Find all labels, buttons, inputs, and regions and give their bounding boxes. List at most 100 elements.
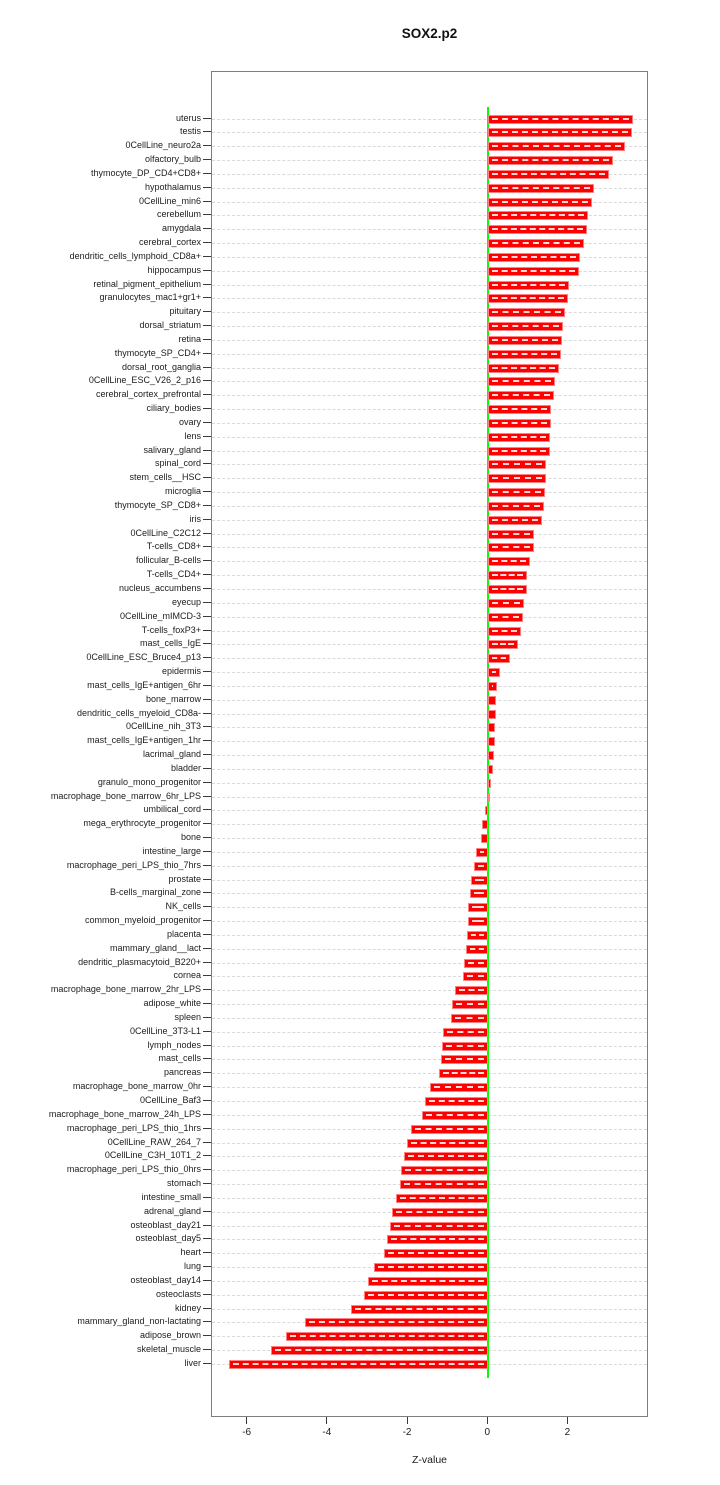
gridline (212, 284, 647, 286)
category-label: lung (183, 1261, 201, 1272)
category-label: skeletal_muscle (136, 1344, 201, 1355)
bar-inner-dash (492, 615, 519, 618)
gridline (212, 893, 647, 895)
bar (467, 930, 489, 940)
bar-inner-dash (492, 283, 566, 286)
gridline (212, 672, 647, 674)
gridline (212, 533, 647, 535)
y-tick (203, 186, 211, 188)
gridline (212, 353, 647, 355)
bar-inner-dash (492, 297, 564, 300)
category-label: lens (184, 430, 201, 441)
y-tick (203, 850, 211, 852)
category-label: cerebral_cortex_prefrontal (95, 389, 201, 400)
category-label: osteoblast_day21 (130, 1219, 201, 1230)
category-label: 0CellLine_ESC_V26_2_p16 (88, 375, 201, 386)
category-label: NK_cells (165, 901, 201, 912)
bar-inner-dash (480, 850, 485, 853)
y-tick (203, 920, 211, 922)
bar-inner-dash (492, 366, 555, 369)
bar (488, 239, 585, 249)
y-tick (203, 1183, 211, 1185)
bar (488, 446, 550, 456)
category-label: adrenal_gland (143, 1205, 201, 1216)
x-tick (246, 1417, 248, 1424)
bar-inner-dash (404, 1169, 485, 1172)
y-tick (203, 394, 211, 396)
bar-inner-dash (492, 587, 523, 590)
bar-inner-dash (492, 255, 576, 258)
bar (392, 1207, 489, 1217)
bar (422, 1110, 489, 1120)
category-label: bone (180, 832, 201, 843)
y-tick (203, 684, 211, 686)
bar (404, 1152, 489, 1162)
category-label: bladder (170, 762, 201, 773)
bar-inner-dash (471, 933, 485, 936)
gridline (212, 1031, 647, 1033)
y-tick (203, 380, 211, 382)
bar-inner-dash (492, 504, 541, 507)
gridline (212, 685, 647, 687)
bar-inner-dash (492, 643, 514, 646)
bar (488, 114, 634, 124)
bar-inner-dash (290, 1335, 485, 1338)
category-label: heart (180, 1247, 201, 1258)
y-tick (203, 837, 211, 839)
y-tick (203, 1086, 211, 1088)
y-tick (203, 1113, 211, 1115)
category-label: dorsal_root_ganglia (121, 361, 201, 372)
bar (488, 626, 522, 636)
x-tick-label: -6 (242, 1427, 252, 1438)
bar (488, 474, 546, 484)
y-tick (203, 1266, 211, 1268)
y-tick (203, 200, 211, 202)
y-tick (203, 781, 211, 783)
category-label: placenta (166, 928, 201, 939)
category-label: 0CellLine_RAW_264_7 (107, 1136, 201, 1147)
bar (481, 820, 489, 830)
y-tick (203, 629, 211, 631)
gridline (212, 838, 647, 840)
category-label: adipose_white (143, 998, 201, 1009)
category-label: mast_cells_IgE+antigen_6hr (87, 679, 201, 690)
bar (488, 515, 542, 525)
category-label: kidney (174, 1302, 201, 1313)
category-label: prostate (168, 873, 201, 884)
bar-inner-dash (492, 242, 581, 245)
bar-inner-dash (492, 629, 518, 632)
y-tick (203, 1210, 211, 1212)
bar-inner-dash (390, 1238, 485, 1241)
plot-area (211, 71, 648, 1417)
bar-inner-dash (445, 1044, 485, 1047)
bar (488, 266, 579, 276)
bar-inner-dash (372, 1279, 485, 1282)
gridline (212, 782, 647, 784)
bar (467, 917, 489, 927)
y-tick (203, 1252, 211, 1254)
category-label: ovary (178, 416, 201, 427)
bar (488, 128, 633, 138)
bar-inner-dash (404, 1183, 485, 1186)
bar-inner-dash (443, 1072, 485, 1075)
gridline (212, 851, 647, 853)
bar (468, 903, 489, 913)
category-label: eyecup (171, 596, 201, 607)
y-tick (203, 767, 211, 769)
bar (488, 280, 570, 290)
category-label: osteoclasts (155, 1288, 201, 1299)
y-tick (203, 1155, 211, 1157)
bar (305, 1318, 489, 1328)
category-label: mega_erythrocyte_progenitor (83, 818, 201, 829)
y-tick (203, 255, 211, 257)
bar (488, 183, 595, 193)
bar-inner-dash (433, 1086, 485, 1089)
gridline (212, 1017, 647, 1019)
y-tick (203, 1169, 211, 1171)
y-tick (203, 117, 211, 119)
y-tick (203, 1362, 211, 1364)
y-tick (203, 546, 211, 548)
bar-inner-dash (378, 1266, 485, 1269)
bar-inner-dash (474, 878, 485, 881)
bar-inner-dash (492, 172, 605, 175)
